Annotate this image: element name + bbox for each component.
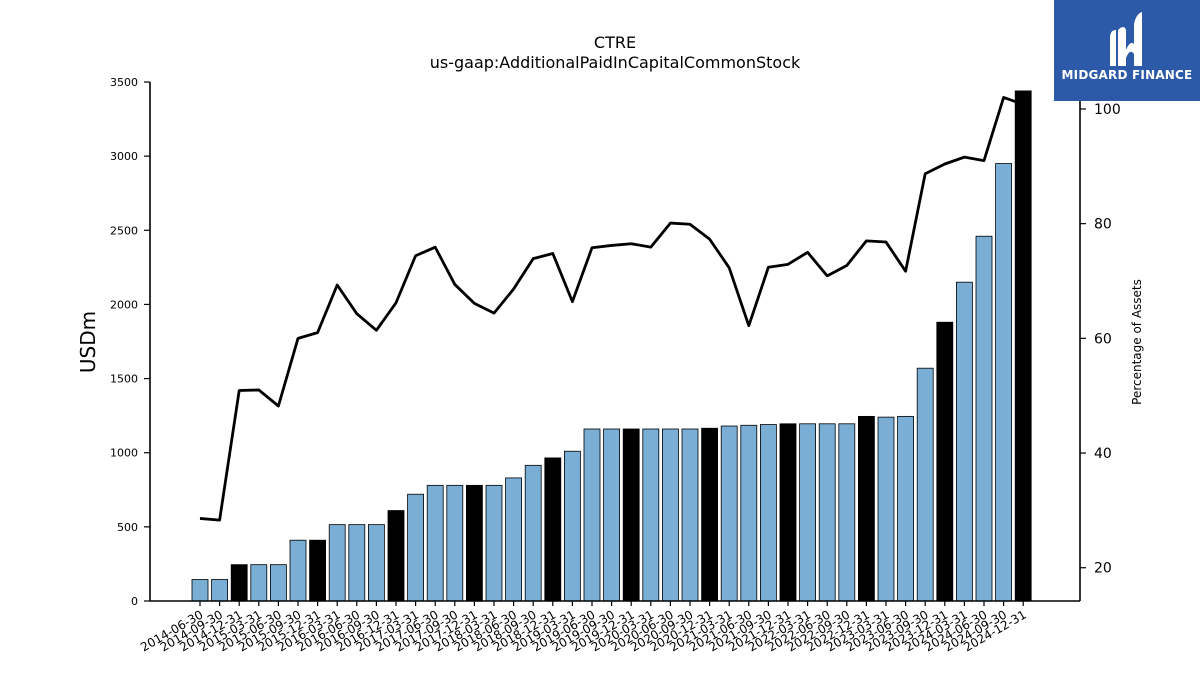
bar-2017-12-31: [465, 484, 483, 602]
bar-2015-03-31: [250, 564, 268, 602]
bar-2021-09-30: [760, 424, 777, 602]
y-axis-label: USDm: [76, 311, 100, 373]
bar-2018-12-31: [544, 457, 562, 602]
x-ticks-group: 2014-06-302014-09-302014-12-312015-03-31…: [138, 601, 1029, 654]
bar-2014-09-30: [211, 579, 229, 602]
percentage-line: [199, 96, 1024, 522]
y-tick-label: 0: [131, 595, 138, 608]
y2-tick-label: 100: [1094, 102, 1121, 118]
bar-2016-12-31: [387, 510, 405, 602]
bar-2022-03-31: [799, 423, 816, 602]
bar-2024-09-30: [995, 163, 1012, 602]
brand-name: MIDGARD FINANCE: [1061, 68, 1193, 82]
bar-2023-12-31: [936, 321, 954, 602]
y-tick-label: 3000: [110, 150, 138, 163]
y-tick-label: 500: [117, 521, 138, 534]
y-tick-label: 2500: [110, 224, 138, 237]
bar-2020-06-30: [662, 428, 679, 602]
bar-2024-06-30: [975, 235, 993, 602]
bar-2024-12-31: [1014, 90, 1032, 602]
bar-2017-06-30: [426, 484, 444, 602]
y2-tick-label: 80: [1094, 217, 1112, 233]
bar-2015-06-30: [269, 564, 287, 602]
bar-2023-06-30: [897, 415, 914, 602]
bar-2018-03-31: [485, 484, 503, 602]
y2-tick-label: 20: [1094, 561, 1112, 577]
line-group: [199, 96, 1024, 522]
y2-tick-label: 60: [1094, 331, 1112, 347]
bar-2015-09-30: [289, 539, 307, 602]
y-tick-label: 1000: [110, 447, 138, 460]
logo-mark-icon: [1110, 12, 1142, 66]
bar-2017-09-30: [446, 484, 464, 602]
bar-2019-09-30: [603, 428, 620, 602]
y2-ticks-group: 20 40 60 80 100: [1080, 102, 1121, 577]
brand-logo: MIDGARD FINANCE: [1054, 0, 1200, 101]
chart-title: CTRE: [594, 33, 636, 52]
bar-2022-12-31: [858, 415, 875, 602]
y-tick-label: 3500: [110, 76, 138, 89]
bar-2016-09-30: [367, 524, 385, 602]
bars-group: [191, 90, 1032, 602]
bar-2020-12-31: [701, 427, 718, 602]
bar-2015-12-31: [309, 539, 327, 602]
bar-2022-09-30: [838, 423, 856, 602]
bar-2014-12-31: [230, 564, 248, 602]
bar-2021-03-31: [720, 425, 738, 602]
bar-2023-09-30: [916, 367, 934, 602]
y2-tick-label: 40: [1094, 446, 1112, 462]
bar-2021-12-31: [779, 423, 797, 602]
bar-2018-06-30: [505, 477, 523, 602]
bar-2014-06-30: [191, 579, 209, 602]
bar-2019-12-31: [622, 428, 640, 602]
bar-2020-09-30: [681, 428, 699, 602]
bar-2017-03-31: [407, 493, 425, 602]
y-tick-label: 2000: [110, 298, 138, 311]
bar-2023-03-31: [877, 416, 895, 602]
y-tick-label: 1500: [110, 373, 138, 386]
bar-2021-06-30: [740, 424, 758, 602]
bar-2016-03-31: [328, 524, 346, 602]
y-ticks-group: 0 500 1000 1500 2000 2500 3000 3500: [110, 76, 150, 608]
bar-2019-06-30: [583, 428, 601, 602]
bar-2022-06-30: [818, 423, 836, 602]
bar-2016-06-30: [348, 524, 366, 602]
bar-2024-03-31: [956, 281, 973, 602]
chart-subtitle: us-gaap:AdditionalPaidInCapitalCommonSto…: [430, 53, 801, 72]
bar-2020-03-31: [642, 428, 660, 602]
bar-2018-09-30: [524, 464, 542, 602]
bar-2019-03-31: [564, 450, 581, 602]
y2-axis-label: Percentage of Assets: [1130, 279, 1144, 405]
